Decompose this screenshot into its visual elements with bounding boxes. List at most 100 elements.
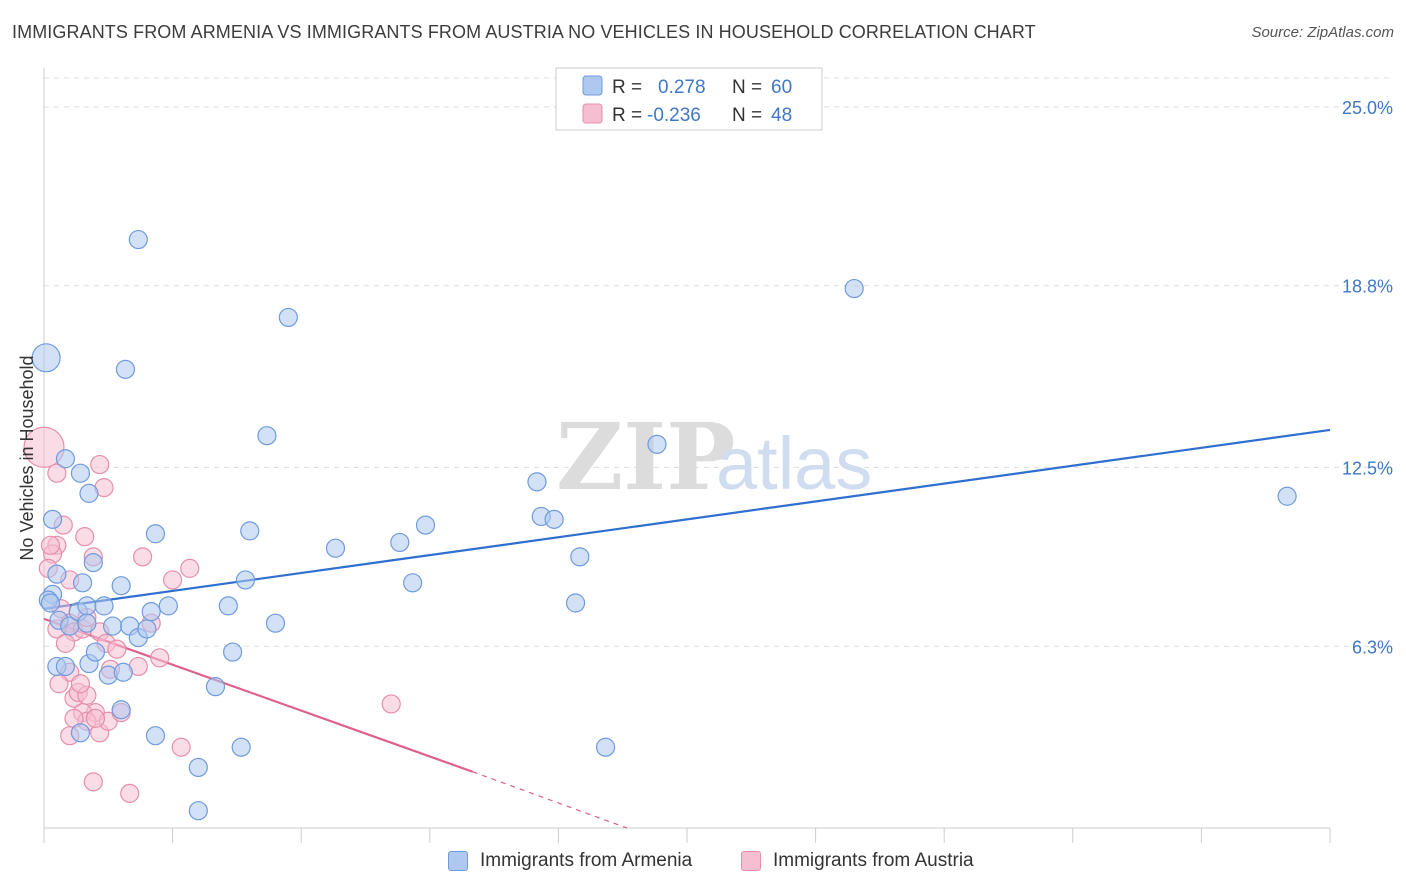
armenia-point (70, 463, 91, 483)
y-tick-label: 18.8% (1342, 277, 1393, 297)
austria-point (120, 783, 140, 803)
armenia-point (325, 538, 346, 558)
legend-label-austria: Immigrants from Austria (773, 850, 974, 871)
armenia-point (265, 613, 286, 633)
armenia-point (111, 700, 131, 720)
armenia-point (570, 547, 590, 567)
stats-legend: R = 0.278 N = 60 R = -0.236 N = 48 (555, 67, 823, 131)
austria-point (49, 674, 69, 694)
armenia-point (415, 515, 436, 535)
points-layer (23, 229, 1297, 821)
chart-title: IMMIGRANTS FROM ARMENIA VS IMMIGRANTS FR… (12, 22, 1036, 42)
armenia-point (1277, 486, 1297, 506)
legend-austria-r-value: -0.236 (647, 105, 701, 126)
armenia-point (94, 596, 114, 616)
armenia-point (128, 229, 148, 250)
armenia-point (188, 801, 208, 821)
legend-swatch-austria (582, 103, 603, 124)
armenia-point (403, 573, 423, 593)
austria-point (163, 570, 183, 590)
armenia-point (235, 570, 256, 590)
austria-point (107, 639, 127, 659)
austria-point (180, 558, 200, 578)
y-tick-labels: 6.3% 12.5% 18.8% 25.0% (1342, 98, 1393, 657)
austria-point (23, 426, 65, 468)
armenia-point (42, 509, 63, 529)
armenia-point (83, 553, 103, 573)
armenia-point (40, 593, 61, 613)
austria-point (90, 454, 110, 475)
legend-swatch-austria-bottom (741, 851, 761, 871)
legend-austria-r-label: R = (612, 105, 642, 126)
armenia-point (278, 307, 298, 328)
source-attribution: Source: ZipAtlas.com (1251, 24, 1394, 41)
y-axis-label: No Vehicles in Household (17, 355, 37, 560)
armenia-point (390, 532, 410, 553)
watermark-zip: ZIP (556, 403, 735, 511)
armenia-point (72, 573, 93, 593)
series-legend: Immigrants from Armenia Immigrants from … (0, 850, 1406, 880)
armenia-point (77, 596, 97, 616)
legend-swatch-armenia (582, 75, 603, 96)
legend-armenia-n-value: 60 (771, 77, 792, 98)
armenia-point (188, 757, 208, 778)
armenia-point (565, 593, 586, 613)
armenia-point (158, 596, 178, 616)
austria-point (55, 633, 76, 653)
armenia-point (595, 737, 616, 757)
armenia-point (77, 613, 97, 633)
austria-point (75, 527, 95, 547)
legend-austria-n-label: N = (732, 105, 762, 126)
trend-line-austria-extension (472, 771, 628, 829)
armenia-point (113, 662, 133, 682)
austria-point (171, 737, 191, 757)
austria-point (47, 463, 67, 483)
armenia-point (111, 576, 131, 596)
y-tick-label: 6.3% (1352, 637, 1393, 657)
armenia-point (145, 524, 166, 544)
austria-point (83, 772, 103, 792)
armenia-point (527, 472, 547, 492)
austria-point (150, 648, 170, 668)
austria-point (85, 708, 106, 728)
scatter-chart: ZIP atlas 6.3%12.5%18.8%25.0% 0.0%30.0% … (17, 67, 1393, 843)
austria-point (132, 547, 153, 567)
legend-austria-n-value: 48 (771, 105, 792, 126)
armenia-point (544, 509, 564, 529)
austria-point (40, 535, 61, 555)
trend-line-armenia (43, 428, 1331, 610)
y-tick-label: 25.0% (1342, 98, 1393, 118)
legend-label-armenia: Immigrants from Armenia (480, 850, 693, 871)
austria-point (70, 674, 91, 694)
armenia-point (231, 737, 251, 757)
watermark: ZIP atlas (556, 403, 872, 511)
armenia-point (844, 278, 864, 299)
armenia-point (257, 426, 277, 446)
watermark-atlas: atlas (716, 422, 872, 505)
grid-layer (44, 77, 1390, 647)
legend-swatch-armenia-bottom (448, 851, 468, 871)
legend-armenia-r-label: R = (612, 77, 642, 98)
armenia-point (55, 656, 76, 677)
armenia-point (647, 434, 667, 454)
armenia-point (205, 677, 226, 697)
armenia-point (55, 449, 76, 469)
armenia-point (102, 616, 123, 636)
armenia-point (79, 483, 99, 503)
austria-point (381, 694, 401, 714)
armenia-point (85, 642, 106, 662)
armenia-point (223, 642, 243, 662)
legend-armenia-r-value: 0.278 (658, 77, 706, 98)
armenia-point (47, 564, 67, 584)
armenia-point (141, 602, 161, 622)
legend-item-armenia[interactable]: Immigrants from Armenia (448, 850, 692, 872)
armenia-point (137, 619, 157, 639)
y-tick-label: 12.5% (1342, 458, 1393, 478)
armenia-point (115, 359, 136, 379)
armenia-point (70, 723, 91, 743)
legend-item-austria[interactable]: Immigrants from Austria (741, 850, 974, 872)
armenia-point (240, 521, 260, 541)
armenia-point (145, 726, 166, 746)
armenia-point (31, 343, 61, 373)
armenia-point (218, 596, 238, 616)
